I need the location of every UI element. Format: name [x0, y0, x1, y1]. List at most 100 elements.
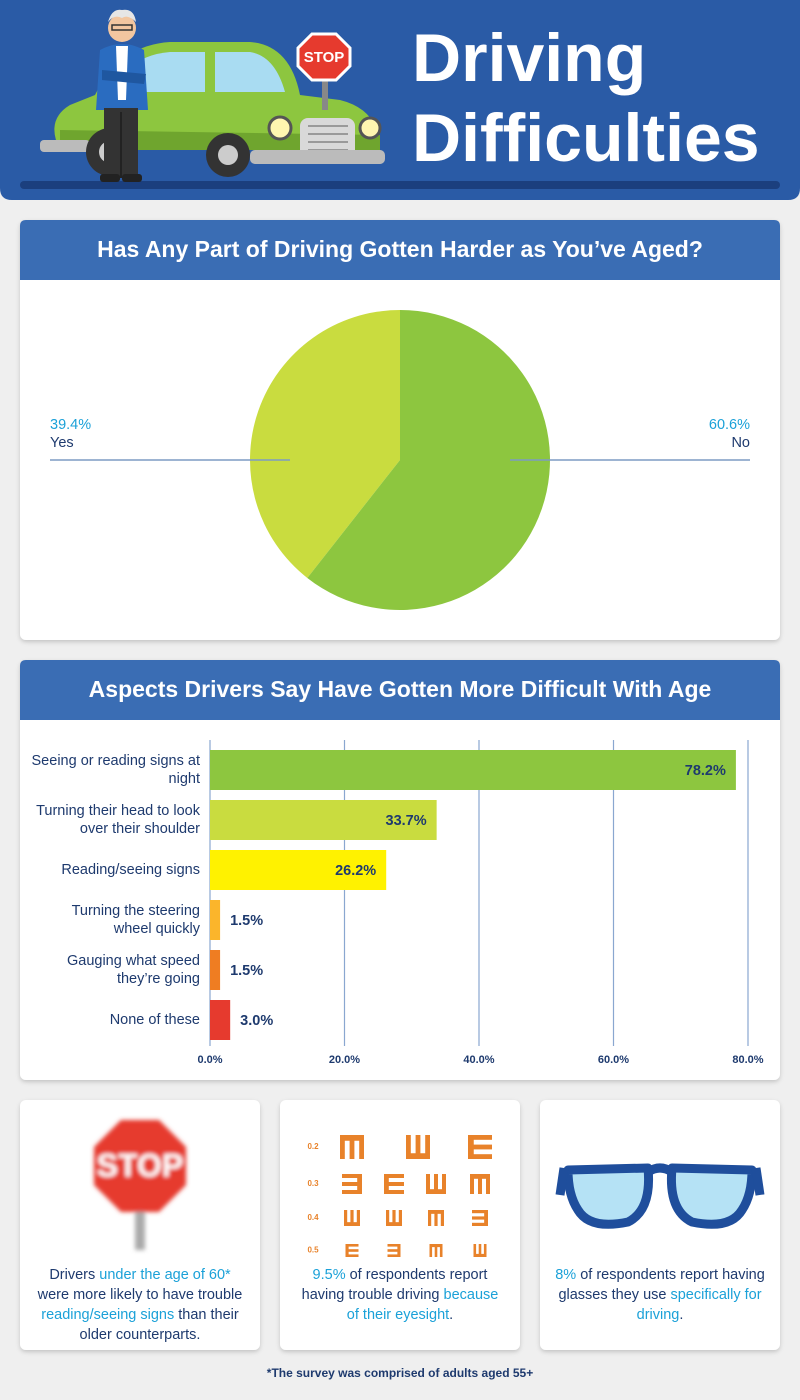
letter-stroke	[342, 1190, 362, 1194]
category-label: None of these	[109, 1012, 200, 1028]
text-segment: were more likely to have trouble	[37, 1287, 243, 1303]
letter-stroke	[345, 1244, 359, 1247]
category-label: Yes	[50, 435, 74, 451]
card-text: Drivers under the age of 60* were more l…	[34, 1265, 246, 1345]
letter-stroke	[427, 1210, 432, 1226]
letter-stroke	[439, 1244, 443, 1257]
value-label: 3.0%	[240, 1013, 273, 1029]
letter-stroke	[340, 1135, 345, 1159]
letter-stroke	[429, 1244, 433, 1257]
letter-stroke	[384, 1190, 404, 1194]
category-label: No	[731, 435, 750, 451]
text-segment: of respondents report having trouble dri…	[301, 1267, 488, 1303]
text-segment: under the age of 60*	[99, 1267, 231, 1283]
letter-stroke	[478, 1174, 482, 1194]
eye-chart-letter	[473, 1244, 487, 1257]
letter-stroke	[384, 1182, 404, 1186]
eye-chart-letter	[472, 1210, 488, 1226]
pie-slice	[307, 310, 551, 610]
letter-stroke	[468, 1135, 492, 1140]
x-tick-label: 80.0%	[732, 1054, 763, 1066]
letter-stroke	[468, 1154, 492, 1159]
card-text: 9.5% of respondents report having troubl…	[294, 1265, 506, 1325]
eye-chart-row-label: 0.2	[307, 1142, 319, 1151]
letter-stroke	[468, 1144, 492, 1150]
value-label: 33.7%	[386, 813, 427, 829]
letter-stroke	[387, 1244, 401, 1247]
eye-chart-letter	[427, 1210, 444, 1226]
text-segment: because of their eyesight	[346, 1287, 499, 1323]
category-label: Reading/seeing signs	[61, 862, 200, 878]
eye-chart-letter	[406, 1135, 430, 1159]
letter-stroke	[342, 1182, 362, 1186]
letter-stroke	[345, 1254, 359, 1257]
letter-stroke	[386, 1210, 390, 1226]
eye-chart-letter	[345, 1244, 359, 1257]
value-label: 1.5%	[230, 913, 263, 929]
bar	[210, 750, 736, 790]
x-tick-label: 60.0%	[598, 1054, 629, 1066]
eye-chart-letter	[387, 1244, 401, 1257]
glasses-icon	[555, 1163, 765, 1229]
eye-chart-row-label: 0.5	[307, 1246, 319, 1255]
letter-stroke	[345, 1249, 359, 1252]
page-title: Driving Difficulties	[412, 20, 760, 176]
eye-chart-letter	[426, 1174, 446, 1194]
letter-stroke	[486, 1174, 490, 1194]
letter-stroke	[472, 1222, 488, 1226]
letter-stroke	[425, 1135, 430, 1159]
letter-stroke	[350, 1210, 354, 1226]
eye-chart-letter	[429, 1244, 443, 1257]
card-header	[20, 660, 780, 720]
letter-stroke	[406, 1135, 411, 1159]
text-segment: 9.5%	[312, 1267, 346, 1283]
stop-sign-text: STOP	[97, 1147, 184, 1183]
chart-title: Has Any Part of Driving Gotten Harder as…	[97, 236, 703, 262]
eye-chart-row-label: 0.4	[307, 1213, 319, 1222]
text-segment: 8%	[555, 1267, 577, 1283]
value-label: 26.2%	[335, 863, 376, 879]
letter-stroke	[473, 1244, 477, 1257]
letter-stroke	[434, 1174, 438, 1194]
letter-stroke	[483, 1244, 487, 1257]
letter-stroke	[434, 1244, 438, 1257]
letter-stroke	[415, 1135, 421, 1159]
text-segment: .	[679, 1307, 684, 1323]
letter-stroke	[344, 1210, 348, 1226]
eye-chart-letter	[468, 1135, 492, 1159]
text-segment: than their older counterparts.	[79, 1307, 239, 1343]
eye-chart-letter	[342, 1174, 362, 1194]
road	[20, 181, 780, 189]
info-card	[540, 1100, 780, 1350]
letter-stroke	[478, 1244, 482, 1257]
footnote: *The survey was comprised of adults aged…	[266, 1366, 534, 1380]
driver-illustration	[96, 9, 148, 182]
letter-stroke	[440, 1210, 444, 1226]
eye-chart-letter	[470, 1174, 490, 1194]
text-segment: specifically for driving	[636, 1287, 762, 1323]
letter-stroke	[434, 1210, 438, 1226]
card-text: 8% of respondents report having glasses …	[554, 1265, 766, 1325]
bar	[210, 800, 437, 840]
letter-stroke	[384, 1174, 404, 1178]
pie-slice	[250, 310, 400, 578]
eye-chart-row-label: 0.3	[307, 1179, 319, 1188]
text-segment: of respondents report having glasses the…	[558, 1267, 765, 1303]
bar	[210, 1000, 231, 1040]
letter-stroke	[442, 1174, 446, 1194]
x-tick-label: 0.0%	[197, 1054, 222, 1066]
x-tick-label: 40.0%	[463, 1054, 494, 1066]
letter-stroke	[387, 1249, 401, 1252]
text-segment: Drivers	[49, 1267, 100, 1283]
category-label: Gauging what speed they’re going	[66, 953, 200, 987]
card-header	[20, 220, 780, 280]
category-label: Turning the steering wheel quickly	[71, 903, 200, 937]
letter-stroke	[398, 1210, 403, 1226]
category-label: Turning their head to look over their sh…	[36, 803, 200, 837]
letter-stroke	[342, 1174, 362, 1178]
letter-stroke	[387, 1254, 401, 1257]
eye-chart-letter	[344, 1210, 361, 1226]
bar	[210, 950, 221, 990]
